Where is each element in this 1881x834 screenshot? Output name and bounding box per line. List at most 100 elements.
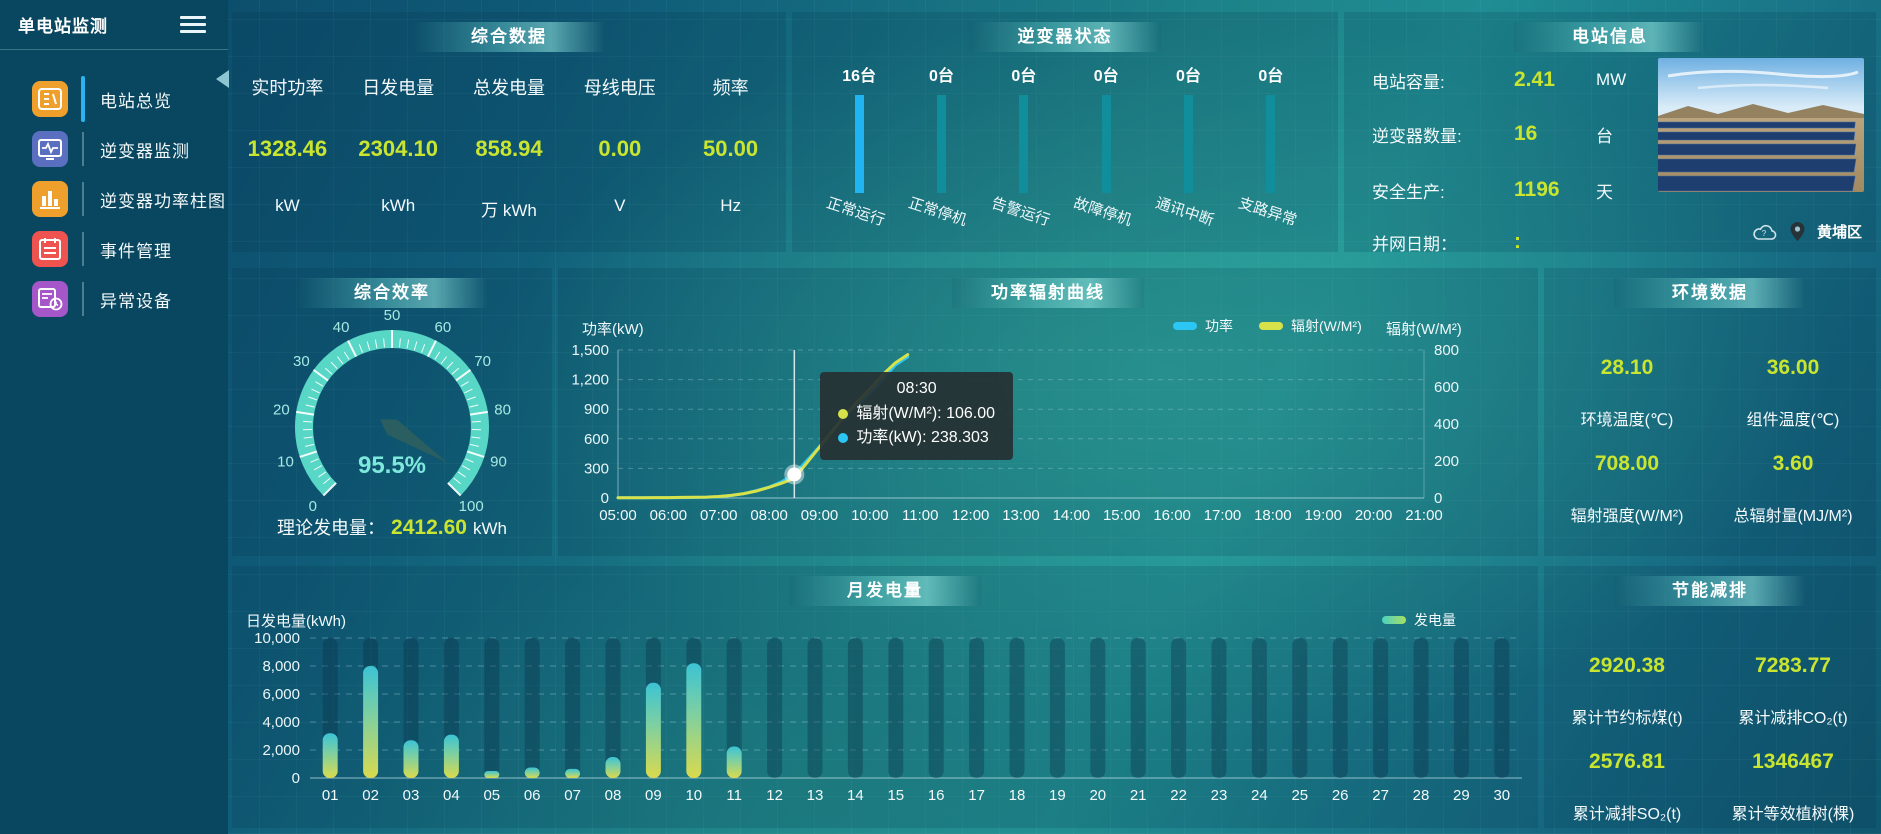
station-info-row: 安全生产: 1196 天 [1372,178,1613,202]
sidebar-item-1[interactable]: 电站总览 [0,74,228,124]
metric-label: 母线电压 [583,78,656,98]
svg-text:02: 02 [362,787,379,804]
station-row-value: 2.41 [1514,68,1555,91]
station-row-label: 电站容量: [1372,72,1445,92]
theory-generation-label: 理论发电量： [277,518,386,538]
tooltip-row: 辐射(W/M²): 106.00 [838,402,995,426]
metric-label: 总辐射量(MJ/M²) [1733,508,1853,525]
legend-item-功率[interactable]: 功率 [1173,316,1233,336]
svg-text:70: 70 [474,353,491,370]
svg-text:22: 22 [1170,787,1187,804]
svg-text:16: 16 [928,787,945,804]
metric-cell: 28.10 环境温度(℃) [1544,356,1710,430]
station-photo [1658,58,1864,192]
monthly-generation-bar-chart[interactable]: 0 2,000 4,000 6,000 8,000 10,000 01 02 03 04 05 06 0… [232,566,1538,828]
metric-unit: V [614,196,626,215]
metric-label: 日发电量 [362,78,435,98]
sidebar-item-2[interactable]: 逆变器监测 [0,124,228,174]
svg-text:23: 23 [1211,787,1228,804]
inverter-count-label: 0台 [929,68,954,85]
hamburger-menu-icon[interactable] [180,12,206,37]
sidebar-collapse-arrow[interactable] [216,70,229,88]
svg-text:14: 14 [847,787,864,804]
svg-text:21: 21 [1130,787,1147,804]
tooltip-series-text: 功率(kW): 238.303 [856,429,989,446]
svg-text:400: 400 [1434,416,1459,433]
svg-text:8,000: 8,000 [262,658,300,675]
svg-text:12: 12 [766,787,783,804]
metric-value: 3.60 [1772,452,1814,475]
inverter-status-bar [1101,95,1111,193]
svg-text:300: 300 [584,460,609,477]
svg-text:6,000: 6,000 [262,686,300,703]
theory-generation-unit: kWh [472,519,507,538]
svg-text:10: 10 [685,787,702,804]
panel-title: 逆变器状态 [969,22,1161,52]
station-row-value: 16 [1514,122,1538,145]
svg-text:0: 0 [309,498,317,515]
legend-item-辐射(W/M²)[interactable]: 辐射(W/M²) [1259,316,1362,336]
inverter-status-name: 通讯中断 [1153,194,1217,230]
metric-value: 858.94 [475,136,543,161]
sidebar-item-4[interactable]: 事件管理 [0,224,228,274]
sidebar-item-3[interactable]: 逆变器功率柱图 [0,174,228,224]
svg-text:06: 06 [524,787,541,804]
location-pin-icon[interactable] [1790,222,1805,241]
panel-station-info: 电站信息 电站容量: 2.41 MW 逆变器数量: 16 台安全生产: 1196 天并网日期：… [1344,12,1876,254]
tooltip-series-dot [838,433,849,443]
svg-text:10:00: 10:00 [851,507,889,524]
weather-cloud-icon[interactable]: ? [1752,223,1778,241]
metric-value: 2576.81 [1589,750,1665,773]
svg-text:04: 04 [443,787,460,804]
metric-unit: kW [275,196,300,215]
station-row-unit: 台 [1596,126,1613,146]
metric-cell: 708.00 辐射强度(W/M²) [1544,452,1710,526]
right-axis-title: 辐射(W/M²) [1386,321,1462,338]
panel-inverter-status: 逆变器状态 16台 正常运行 0台 正常停机 0台 告警运行 0台 故障停机 0台 通讯中断 0台支… [792,12,1338,252]
panel-title: 节能减排 [1614,576,1806,606]
sidebar-item-5[interactable]: 异常设备 [0,274,228,324]
metric-label: 累计减排SO₂(t) [1572,806,1682,823]
station-info-row: 逆变器数量: 16 台 [1372,122,1613,146]
panel-energy-saving: 节能减排 2920.38 累计节约标煤(t) 7283.77 累计减排CO₂(t) 25… [1544,566,1876,828]
sidebar-item-label: 电站总览 [100,91,172,111]
legend-item-发电量[interactable]: 发电量 [1382,610,1456,630]
panel-title: 月发电量 [789,576,981,606]
metric-cell: 7283.77 累计减排CO₂(t) [1710,654,1876,728]
event-icon [32,231,68,267]
svg-text:800: 800 [1434,342,1459,359]
station-row-label: 逆变器数量: [1372,126,1462,146]
svg-text:12:00: 12:00 [952,507,990,524]
svg-text:18:00: 18:00 [1254,507,1292,524]
panel-efficiency: 综合效率 0 10 20 30 40 50 60 70 80 90 100 95.5% 理论发电量： 2… [232,268,552,556]
svg-text:06:00: 06:00 [650,507,688,524]
svg-text:17:00: 17:00 [1204,507,1242,524]
svg-text:900: 900 [584,401,609,418]
sidebar: 单电站监测 电站总览 逆变器监测 逆变器功率柱图 事件管理 异常设备 [0,0,228,834]
inverter-count-label: 0台 [1093,68,1119,85]
svg-text:09:00: 09:00 [801,507,839,524]
panel-title: 环境数据 [1614,278,1806,308]
svg-text:07: 07 [564,787,581,804]
efficiency-gauge-chart[interactable]: 0 10 20 30 40 50 60 70 80 90 100 95.5% [232,302,552,540]
metric-cell: 2576.81 累计减排SO₂(t) [1544,750,1710,824]
legend-marker [1173,322,1197,330]
metric-label: 频率 [712,78,749,98]
inverter-status-5: 0台 通讯中断 [1147,62,1229,229]
inverter-status-3: 0台 告警运行 [983,62,1065,229]
svg-text:200: 200 [1434,453,1459,470]
svg-text:26: 26 [1332,787,1349,804]
inverter-count-label: 16台 [842,68,877,85]
panel-title: 功率辐射曲线 [952,278,1144,308]
power-radiation-line-chart[interactable]: 0 300 600 900 1,200 1,500 0 200 400 600 800 05:00 06… [558,268,1538,556]
sidebar-item-label: 逆变器功率柱图 [100,191,226,211]
svg-text:1,500: 1,500 [571,342,609,359]
svg-text:14:00: 14:00 [1053,507,1091,524]
svg-text:19: 19 [1049,787,1066,804]
inverter-status-1: 16台 正常运行 [818,62,900,229]
legend-label: 辐射(W/M²) [1291,318,1362,334]
metric-label: 累计节约标煤(t) [1571,710,1683,727]
panel-title: 综合效率 [296,278,488,308]
station-row-unit: 天 [1596,182,1613,202]
inverter-status-chart[interactable]: 16台 正常运行 0台 正常停机 0台 告警运行 0台 故障停机 0台 通讯中断 0台 支路异常 [792,62,1338,229]
